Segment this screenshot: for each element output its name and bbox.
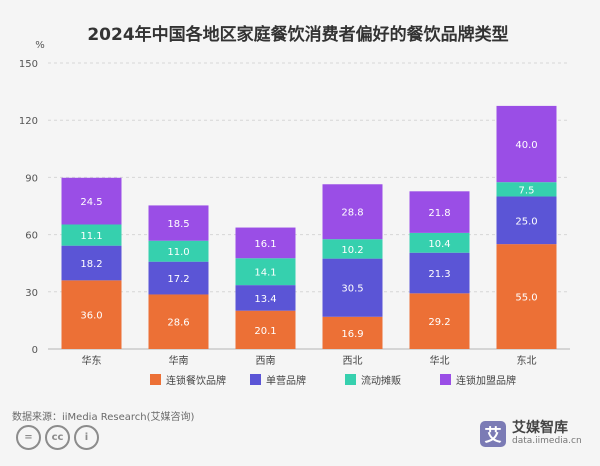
data-label: 17.2 (167, 274, 189, 285)
legend-label: 连锁餐饮品牌 (166, 374, 226, 387)
bar-segment (496, 244, 557, 349)
data-label: 10.4 (428, 239, 450, 250)
x-tick-label: 西北 (343, 355, 363, 367)
data-label: 28.8 (341, 208, 363, 219)
brand-name: 艾媒智库 (512, 420, 568, 436)
bar-segment (235, 227, 296, 259)
bar-segment (322, 184, 383, 240)
creative-commons-icon: cc (45, 425, 70, 450)
y-tick-label: 120 (19, 116, 38, 127)
bar-segment (496, 182, 557, 197)
bar-segment (148, 240, 209, 262)
equal-icon: = (16, 425, 41, 450)
bar-segment (148, 261, 209, 295)
bar-segment (322, 316, 383, 349)
legend-label: 流动摊贩 (361, 374, 401, 387)
bar-segment (409, 191, 470, 233)
bars (61, 105, 557, 349)
bar-segment (235, 285, 296, 311)
data-label: 18.5 (167, 219, 189, 230)
bar-segment (322, 239, 383, 259)
legend-label: 连锁加盟品牌 (456, 374, 516, 387)
chart-title: 2024年中国各地区家庭餐饮消费者偏好的餐饮品牌类型 (87, 24, 508, 45)
y-tick-label: 0 (32, 345, 38, 356)
data-label: 7.5 (519, 185, 535, 196)
bar-segment (148, 294, 209, 349)
brand-url: data.iimedia.cn (512, 436, 582, 446)
bar-segment (322, 258, 383, 317)
data-label: 10.2 (341, 245, 363, 256)
y-tick-label: 90 (25, 173, 38, 184)
bar-segment (409, 293, 470, 349)
y-tick-label: 30 (25, 288, 38, 299)
x-tick-label: 西南 (256, 354, 276, 367)
attribution-person-icon: i (74, 425, 99, 450)
y-tick-label: 150 (19, 59, 38, 70)
data-label: 36.0 (80, 311, 102, 322)
brand-block: 艾 艾媒智库 data.iimedia.cn (480, 420, 582, 447)
data-label: 16.9 (341, 329, 363, 340)
data-source-note: 数据来源：iiMedia Research(艾媒咨询) (12, 412, 195, 423)
legend-label: 单营品牌 (266, 374, 306, 387)
bar-segment (148, 205, 209, 241)
legend-swatch (440, 374, 451, 385)
data-labels: 36.0 18.2 11.1 24.5 28.6 17.2 11.0 18.5 20.1 13.4… (80, 140, 537, 340)
legend: 连锁餐饮品牌 单营品牌 流动摊贩 连锁加盟品牌 (150, 374, 516, 387)
bar-segment (235, 310, 296, 349)
x-tick-label: 华北 (430, 354, 450, 367)
bar-segment (235, 258, 296, 286)
data-label: 29.2 (428, 317, 450, 328)
data-label: 18.2 (80, 259, 102, 270)
bar-segment (61, 280, 122, 349)
bar-segment (496, 105, 557, 183)
bar-segment (61, 245, 122, 281)
y-axis-ticks: 0 30 60 90 120 150 (19, 59, 38, 356)
legend-swatch (150, 374, 161, 385)
data-label: 24.5 (80, 197, 102, 208)
gridlines (48, 62, 570, 350)
data-label: 11.0 (167, 247, 189, 258)
data-label: 40.0 (515, 140, 537, 151)
x-axis-ticks: 华东 华南 西南 西北 华北 东北 (82, 354, 537, 367)
license-icons: = cc i (16, 425, 99, 450)
data-label: 28.6 (167, 318, 189, 329)
data-label: 16.1 (254, 239, 276, 250)
data-label: 11.1 (80, 231, 102, 242)
bar-segment (409, 252, 470, 294)
brand-logo-icon: 艾 (480, 420, 506, 447)
data-label: 20.1 (254, 326, 276, 337)
data-label: 14.1 (254, 268, 276, 279)
bar-segment (61, 177, 122, 225)
data-label: 55.0 (515, 293, 537, 304)
data-label: 21.3 (428, 269, 450, 280)
bar-segment (409, 232, 470, 253)
bar-segment (61, 224, 122, 246)
legend-swatch (345, 374, 356, 385)
x-tick-label: 东北 (517, 354, 537, 367)
y-tick-label: 60 (25, 231, 38, 242)
data-label: 13.4 (254, 294, 276, 305)
y-axis-unit: % (35, 40, 45, 51)
data-label: 25.0 (515, 216, 537, 227)
legend-swatch (250, 374, 261, 385)
bar-segment (496, 196, 557, 245)
x-tick-label: 华南 (169, 354, 189, 367)
data-label: 30.5 (341, 284, 363, 295)
x-tick-label: 华东 (82, 354, 102, 367)
data-label: 21.8 (428, 208, 450, 219)
